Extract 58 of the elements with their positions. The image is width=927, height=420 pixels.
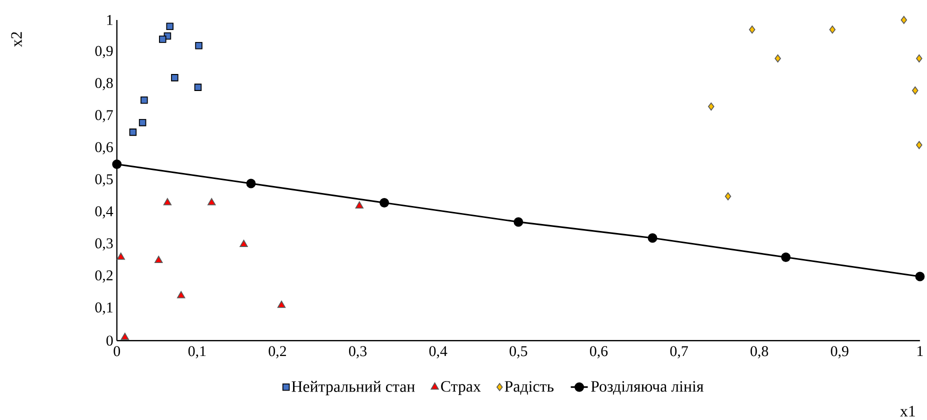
y-tick-label: 0,6 (95, 142, 113, 154)
point (166, 22, 174, 30)
point (140, 96, 148, 104)
point (246, 178, 256, 188)
x-tick-label: 0,6 (590, 346, 608, 358)
point (138, 119, 146, 126)
y-tick-label: 0,7 (95, 110, 113, 122)
x-tick-label: 0,8 (750, 346, 768, 358)
x-tick-label: 0 (114, 346, 120, 356)
x-tick-label: 1 (918, 346, 923, 356)
x-tick-label: 0,2 (268, 346, 286, 358)
y-tick-label: 0,1 (95, 302, 112, 315)
x-tick-label: 0,1 (188, 346, 206, 358)
point (900, 16, 908, 24)
point (708, 102, 714, 111)
point (129, 128, 137, 136)
y-tick-label: 0,5 (95, 174, 113, 187)
x-tick-label: 0,7 (670, 346, 688, 358)
y-tick-label: 0,8 (95, 78, 113, 90)
x-tick-label: 0,9 (830, 346, 848, 358)
x-tick-label: 0,4 (429, 346, 448, 358)
point (116, 252, 125, 260)
point (177, 291, 186, 298)
legend-label: Розділяюча лінія (591, 381, 704, 395)
point (724, 192, 732, 200)
y-tick-label: 0,9 (95, 46, 113, 58)
legend-label: Радість (504, 381, 554, 395)
point (208, 198, 216, 206)
legend-label: Страх (441, 381, 481, 396)
y-tick-label: 0 (106, 336, 113, 346)
point (171, 74, 178, 82)
point (195, 42, 202, 50)
y-axis-title: x2 (11, 32, 22, 48)
point (915, 272, 925, 282)
point (774, 54, 781, 63)
point (355, 201, 364, 209)
point (748, 26, 756, 34)
point (240, 240, 248, 248)
point (781, 252, 791, 262)
point (648, 233, 658, 243)
point (194, 84, 202, 92)
y-tick-label: 0,3 (95, 238, 113, 251)
point (159, 36, 166, 43)
point (277, 300, 286, 308)
x-axis-title: x1 (900, 406, 915, 417)
point (380, 198, 390, 208)
point (154, 256, 163, 264)
point (163, 198, 172, 206)
y-tick-label: 0,4 (95, 206, 114, 219)
x-tick-label: 0,3 (349, 346, 367, 358)
point (514, 217, 524, 227)
point (112, 160, 122, 170)
legend-label: Нейтральний стан (292, 381, 415, 396)
x-tick-label: 0,5 (510, 346, 528, 358)
y-tick-label: 0,2 (95, 270, 113, 283)
point (829, 26, 836, 34)
y-tick-label: 1 (107, 15, 112, 26)
point (120, 332, 129, 340)
